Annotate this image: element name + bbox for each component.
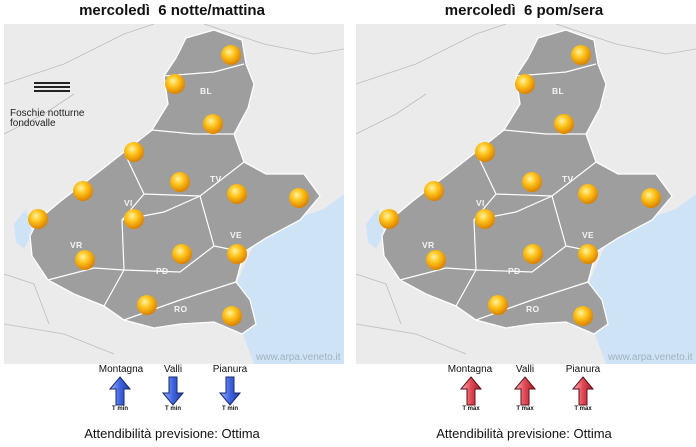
sun-icon: [488, 295, 508, 315]
forecast-panel-morning: mercoledì 6 notte/mattina www.arpa.venet…: [2, 0, 345, 447]
temp-down-arrow-icon: [162, 376, 184, 406]
region-label-vr: VR: [422, 240, 435, 250]
panel-title: mercoledì 6 notte/mattina: [79, 2, 265, 19]
sun-icon: [227, 184, 247, 204]
temp-zone-label-pianura: Pianura: [565, 364, 601, 375]
sun-icon: [227, 244, 247, 264]
fog-legend-text: Foschie notturne fondovalle: [10, 108, 85, 129]
temp-up-arrow-icon: [460, 376, 482, 406]
sun-icon: [28, 209, 48, 229]
temp-zone-label-pianura: Pianura: [212, 364, 248, 375]
sun-icon: [522, 172, 542, 192]
temp-up-arrow-icon: [572, 376, 594, 406]
region-label-vr: VR: [70, 240, 83, 250]
temp-caption: T max: [462, 406, 480, 412]
sun-icon: [554, 114, 574, 134]
temp-up-arrow-icon: [514, 376, 536, 406]
region-label-tv: TV: [210, 174, 222, 184]
sun-icon: [221, 45, 241, 65]
sun-icon: [222, 306, 242, 326]
region-label-ve: VE: [230, 230, 242, 240]
sun-icon: [424, 181, 444, 201]
sun-icon: [578, 184, 598, 204]
sun-icon: [475, 142, 495, 162]
sun-icon: [573, 306, 593, 326]
region-label-ve: VE: [582, 230, 594, 240]
temp-zone-label-valli: Valli: [515, 364, 535, 375]
sun-icon: [571, 45, 591, 65]
sun-icon: [75, 250, 95, 270]
sun-icon: [289, 188, 309, 208]
region-label-vi: VI: [124, 198, 133, 208]
sun-icon: [379, 209, 399, 229]
credit-text: www.arpa.veneto.it: [607, 352, 693, 363]
region-label-tv: TV: [562, 174, 574, 184]
sun-icon: [475, 209, 495, 229]
sun-icon: [124, 209, 144, 229]
region-label-ro: RO: [526, 304, 540, 314]
region-label-bl: BL: [552, 86, 564, 96]
veneto-map: www.arpa.veneto.it BL TV VI VR VE PD RO …: [3, 23, 345, 364]
sun-icon: [124, 142, 144, 162]
temp-down-arrow-icon: [219, 376, 241, 406]
reliability-text: Attendibilità previsione: Ottima: [436, 426, 612, 441]
temp-up-arrow-icon: [109, 376, 131, 406]
sun-icon: [578, 244, 598, 264]
region-label-bl: BL: [200, 86, 212, 96]
sun-icon: [203, 114, 223, 134]
region-label-ro: RO: [174, 304, 188, 314]
sun-icon: [170, 172, 190, 192]
sun-icon: [641, 188, 661, 208]
temp-caption: T min: [112, 406, 128, 412]
sun-icon: [172, 244, 192, 264]
sun-icon: [165, 74, 185, 94]
region-label-pd: PD: [156, 266, 169, 276]
fog-legend-icon: [34, 82, 70, 94]
veneto-map: www.arpa.veneto.it BL TV VI VR VE PD RO: [355, 23, 696, 364]
region-label-pd: PD: [508, 266, 521, 276]
region-label-vi: VI: [476, 198, 485, 208]
temp-caption: T min: [222, 406, 238, 412]
temp-caption: T max: [516, 406, 534, 412]
temp-zone-label-valli: Valli: [163, 364, 183, 375]
sun-icon: [426, 250, 446, 270]
temp-zone-label-montagna: Montagna: [447, 364, 493, 375]
panel-title: mercoledì 6 pom/sera: [444, 2, 604, 19]
sun-icon: [137, 295, 157, 315]
forecast-panel-afternoon: mercoledì 6 pom/sera www.arpa.veneto.it …: [354, 0, 696, 447]
sun-icon: [515, 74, 535, 94]
sun-icon: [523, 244, 543, 264]
temp-caption: T max: [574, 406, 592, 412]
temp-caption: T min: [165, 406, 181, 412]
sun-icon: [73, 181, 93, 201]
temp-zone-label-montagna: Montagna: [98, 364, 144, 375]
reliability-text: Attendibilità previsione: Ottima: [84, 426, 260, 441]
credit-text: www.arpa.veneto.it: [255, 352, 341, 363]
